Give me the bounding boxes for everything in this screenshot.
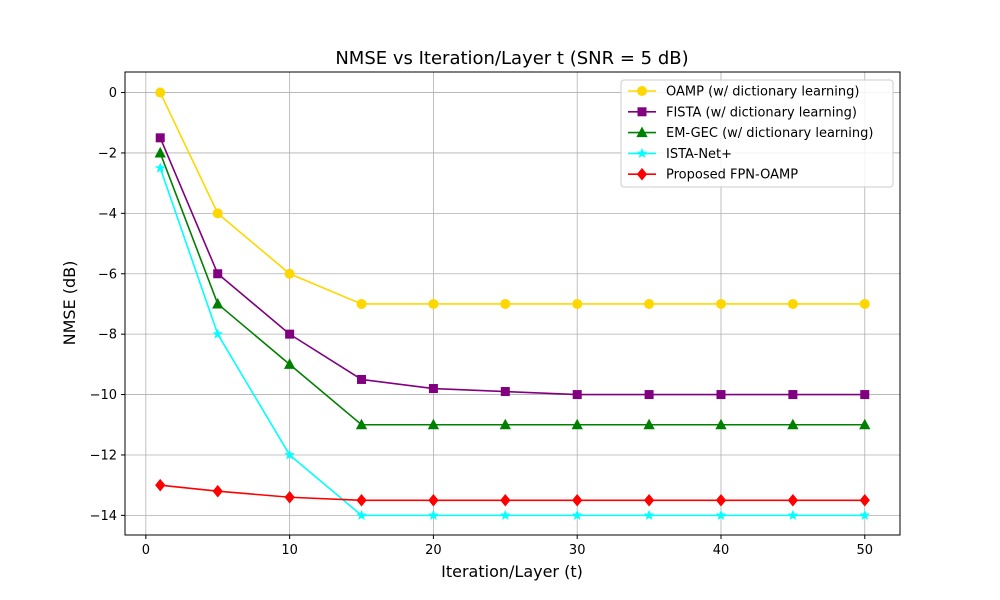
x-tick-label: 50	[856, 543, 873, 558]
data-point	[155, 478, 166, 492]
y-tick-label: 0	[109, 86, 117, 101]
data-point	[788, 390, 798, 400]
data-point	[284, 358, 296, 369]
legend-marker	[636, 147, 648, 158]
y-axis: 0 −2 −4 −6 −8 −10 −12 −14	[90, 86, 125, 524]
data-point	[572, 493, 583, 507]
data-point	[716, 390, 726, 400]
data-point	[428, 509, 439, 520]
y-tick-label: −14	[90, 509, 117, 524]
legend-item: EM-GEC (w/ dictionary learning)	[628, 126, 873, 141]
data-point	[155, 133, 165, 143]
y-axis-label: NMSE (dB)	[60, 261, 79, 346]
legend-label: OAMP (w/ dictionary learning)	[666, 85, 859, 100]
data-point	[787, 298, 798, 309]
data-point	[154, 162, 166, 173]
data-point	[285, 329, 295, 339]
data-point	[428, 384, 438, 394]
data-point	[212, 484, 223, 498]
legend-marker	[637, 86, 647, 96]
data-point	[787, 493, 799, 507]
data-point	[644, 390, 654, 400]
data-point	[500, 298, 511, 309]
series-5	[155, 478, 870, 507]
data-point	[572, 390, 582, 400]
data-point	[860, 390, 870, 400]
data-point	[715, 509, 727, 520]
x-tick-label: 0	[142, 543, 150, 558]
data-point	[500, 493, 511, 507]
data-point	[357, 374, 367, 384]
series-3	[154, 146, 871, 430]
data-point	[787, 509, 799, 520]
x-tick-label: 40	[713, 543, 730, 558]
data-point	[427, 418, 440, 430]
legend-item: Proposed FPN-OAMP	[628, 168, 798, 183]
legend-item: ISTA-Net+	[628, 147, 732, 162]
data-point	[356, 298, 367, 309]
legend: OAMP (w/ dictionary learning) FISTA (w/ d…	[620, 79, 894, 188]
y-tick-label: −10	[90, 388, 117, 403]
y-tick-label: −8	[98, 328, 117, 343]
x-axis: 0 10 20 30 40 50	[142, 535, 873, 558]
data-point	[571, 418, 583, 430]
y-tick-label: −4	[98, 207, 117, 222]
data-point	[859, 298, 870, 309]
data-point	[644, 298, 655, 309]
legend-item: OAMP (w/ dictionary learning)	[628, 85, 859, 100]
data-point	[572, 298, 583, 309]
series-1	[155, 87, 870, 309]
data-point	[212, 328, 224, 339]
data-point	[715, 298, 726, 309]
data-point	[643, 493, 655, 507]
x-tick-label: 10	[281, 543, 298, 558]
data-point	[355, 418, 368, 430]
x-tick-label: 30	[569, 543, 586, 558]
y-tick-label: −12	[90, 448, 117, 463]
data-point	[859, 509, 871, 520]
legend-label: Proposed FPN-OAMP	[666, 168, 798, 183]
legend-marker	[636, 126, 648, 138]
data-point	[643, 418, 655, 430]
data-point	[212, 208, 223, 219]
data-point	[428, 493, 439, 507]
data-point	[500, 387, 510, 397]
data-point	[859, 418, 871, 430]
series-4	[154, 162, 871, 520]
data-point	[787, 418, 799, 430]
plot-frame	[124, 71, 901, 536]
legend-label: EM-GEC (w/ dictionary learning)	[666, 126, 873, 141]
x-axis-label: Iteration/Layer (t)	[441, 562, 583, 581]
legend-label: FISTA (w/ dictionary learning)	[666, 105, 857, 120]
data-point	[284, 268, 295, 279]
data-point	[643, 509, 655, 520]
chart-title: NMSE vs Iteration/Layer t (SNR = 5 dB)	[335, 48, 688, 69]
y-tick-label: −2	[98, 146, 117, 161]
legend-label: ISTA-Net+	[666, 147, 732, 162]
data-point	[715, 493, 727, 507]
data-point	[155, 87, 166, 98]
data-point	[859, 493, 870, 507]
data-point	[213, 269, 223, 279]
data-point	[571, 509, 583, 520]
data-point	[154, 146, 166, 158]
x-tick-label: 20	[425, 543, 442, 558]
data-point	[715, 418, 727, 430]
legend-item: FISTA (w/ dictionary learning)	[628, 105, 857, 120]
series-2	[155, 133, 870, 400]
series-layer	[154, 87, 871, 520]
data-point	[212, 297, 224, 309]
data-point	[356, 509, 367, 520]
data-point	[284, 490, 295, 504]
data-point	[284, 449, 295, 460]
data-point	[428, 298, 439, 309]
data-point	[499, 509, 511, 520]
y-tick-label: −6	[98, 267, 117, 282]
legend-marker	[637, 107, 647, 117]
legend-box	[620, 79, 894, 188]
data-point	[499, 418, 511, 430]
legend-marker	[636, 167, 648, 181]
data-point	[356, 493, 367, 507]
